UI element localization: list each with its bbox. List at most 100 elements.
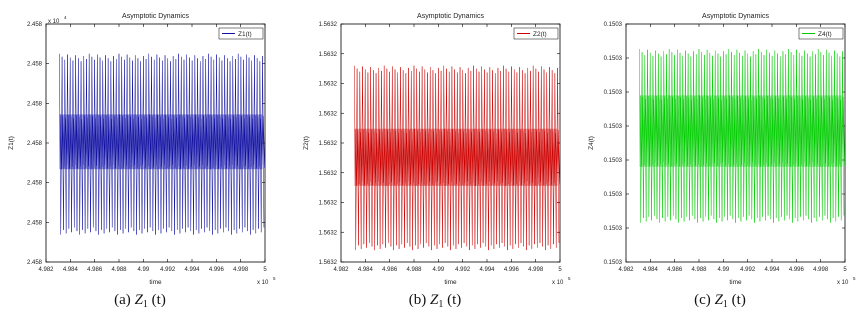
legend-box bbox=[218, 27, 264, 40]
y-tick-label: 1.5632 bbox=[319, 171, 338, 177]
chart-panel-c: Asymptotic Dynamics 4.982 4.984 4.986 4.988 4… bbox=[580, 0, 860, 333]
y-tick-label: 0.1503 bbox=[604, 56, 623, 62]
x-tick-label: 4.982 bbox=[333, 267, 349, 273]
caption-arg: (t) bbox=[151, 292, 166, 308]
y-tick-label: 1.5632 bbox=[319, 82, 338, 88]
chart-panel-a: Asymptotic Dynamics 4.982 4.984 4.986 4.988 4… bbox=[0, 0, 280, 333]
x-tick-label: 4.984 bbox=[643, 267, 659, 273]
caption-var: Z bbox=[134, 292, 143, 308]
x-tick-label: 4.992 bbox=[740, 267, 756, 273]
x-tick-label: 4.986 bbox=[667, 267, 683, 273]
x-tick-label: 4.992 bbox=[455, 267, 471, 273]
y-tick-label: 2.458 bbox=[27, 260, 43, 266]
legend-label: Z4(t) bbox=[818, 31, 832, 38]
y-tick-label: 1.5632 bbox=[319, 201, 338, 207]
y-tick-label: 1.5632 bbox=[319, 230, 338, 236]
y-tick-label: 1.5632 bbox=[319, 111, 338, 117]
y-tick-label: 2.458 bbox=[27, 101, 43, 107]
x-tick-label: 4.986 bbox=[382, 267, 398, 273]
x-tick-label: 4.992 bbox=[160, 267, 176, 273]
y-tick-label: 1.5632 bbox=[319, 260, 338, 266]
legend-box bbox=[513, 27, 559, 40]
y-tick-label: 2.458 bbox=[27, 22, 43, 28]
chart-title: Asymptotic Dynamics bbox=[417, 13, 484, 20]
x-tick-label: 4.998 bbox=[233, 267, 249, 273]
legend-label: Z2(t) bbox=[533, 31, 547, 38]
y-tick-label: 0.1503 bbox=[604, 260, 623, 266]
caption-a: (a) Z1 (t) bbox=[0, 292, 280, 310]
caption-arg: (t) bbox=[731, 292, 746, 308]
chart-a: Asymptotic Dynamics 4.982 4.984 4.986 4.988 4… bbox=[8, 13, 276, 286]
y-tick-label: 0.1503 bbox=[604, 158, 623, 164]
x-tick-label: 4.994 bbox=[479, 267, 495, 273]
caption-label: (c) bbox=[694, 292, 711, 308]
x-tick-label: 5 bbox=[843, 267, 847, 273]
x-tick-label: 4.998 bbox=[528, 267, 544, 273]
x-exponent-power: 5 bbox=[568, 276, 571, 281]
series-line-inner bbox=[59, 114, 265, 170]
y-tick-label: 2.458 bbox=[27, 220, 43, 226]
caption-b: (b) Z1 (t) bbox=[295, 292, 575, 310]
chart-title: Asymptotic Dynamics bbox=[702, 13, 769, 20]
y-tick-label: 2.458 bbox=[27, 62, 43, 68]
x-tick-label: 4.996 bbox=[209, 267, 225, 273]
x-tick-label: 4.988 bbox=[691, 267, 707, 273]
x-tick-label: 4.986 bbox=[87, 267, 103, 273]
chart-c: Asymptotic Dynamics 4.982 4.984 4.986 4.988 4… bbox=[588, 13, 856, 286]
caption-var: Z bbox=[714, 292, 723, 308]
chart-title: Asymptotic Dynamics bbox=[122, 13, 189, 20]
caption-label: (a) bbox=[114, 292, 131, 308]
y-tick-label: 2.458 bbox=[27, 141, 43, 147]
x-tick-label: 4.99 bbox=[137, 267, 149, 273]
x-tick-label: 4.99 bbox=[432, 267, 444, 273]
x-tick-label: 5 bbox=[263, 267, 267, 273]
y-axis-label: Z2(t) bbox=[303, 136, 310, 150]
x-exponent-power: 5 bbox=[853, 276, 856, 281]
caption-sub: 1 bbox=[722, 299, 728, 310]
x-tick-label: 4.984 bbox=[358, 267, 374, 273]
x-tick-label: 5 bbox=[558, 267, 562, 273]
x-tick-label: 4.982 bbox=[38, 267, 54, 273]
y-tick-label: 0.1503 bbox=[604, 90, 623, 96]
series-line-outer bbox=[639, 48, 845, 223]
y-axis-label: Z1(t) bbox=[8, 136, 15, 150]
y-axis-label: Z4(t) bbox=[588, 136, 595, 150]
caption-sub: 1 bbox=[438, 299, 444, 310]
x-axis-label: time bbox=[149, 279, 162, 286]
y-tick-label: 1.5632 bbox=[319, 52, 338, 58]
x-axis-label: time bbox=[444, 279, 457, 286]
caption-var: Z bbox=[429, 292, 439, 308]
caption-label: (b) bbox=[408, 292, 427, 308]
x-exponent-base: x 10 bbox=[257, 280, 269, 286]
x-tick-label: 4.99 bbox=[717, 267, 729, 273]
y-tick-label: 1.5632 bbox=[319, 141, 338, 147]
x-exponent-base: x 10 bbox=[552, 280, 564, 286]
x-tick-label: 4.994 bbox=[764, 267, 780, 273]
chart-b: Asymptotic Dynamics 4.982 4.984 4.986 4.988 4… bbox=[303, 13, 571, 286]
legend-label: Z1(t) bbox=[238, 31, 252, 38]
x-tick-label: 4.984 bbox=[63, 267, 79, 273]
x-tick-label: 4.996 bbox=[504, 267, 520, 273]
series-line-outer bbox=[354, 65, 560, 251]
x-axis-label: time bbox=[729, 279, 742, 286]
series-line-inner bbox=[354, 128, 560, 186]
x-tick-label: 4.988 bbox=[111, 267, 127, 273]
y-tick-label: 1.5632 bbox=[319, 22, 338, 28]
y-tick-label: 2.458 bbox=[27, 181, 43, 187]
x-tick-label: 4.998 bbox=[813, 267, 829, 273]
y-tick-label: 0.1503 bbox=[604, 124, 623, 130]
y-tick-label: 0.1503 bbox=[604, 192, 623, 198]
x-tick-label: 4.988 bbox=[406, 267, 422, 273]
x-exponent-base: x 10 bbox=[837, 280, 849, 286]
y-tick-label: 0.1503 bbox=[604, 226, 623, 232]
x-tick-label: 4.982 bbox=[618, 267, 634, 273]
x-tick-label: 4.994 bbox=[184, 267, 200, 273]
chart-panel-b: Asymptotic Dynamics 4.982 4.984 4.986 4.988 4… bbox=[295, 0, 575, 333]
caption-c: (c) Z1 (t) bbox=[580, 292, 860, 310]
series-line-outer bbox=[59, 53, 265, 235]
y-exponent-base: x 10 bbox=[48, 19, 60, 25]
y-exponent-power: 4 bbox=[64, 15, 67, 20]
y-tick-label: 0.1503 bbox=[604, 22, 623, 28]
legend-box bbox=[798, 27, 844, 40]
x-tick-label: 4.996 bbox=[789, 267, 805, 273]
